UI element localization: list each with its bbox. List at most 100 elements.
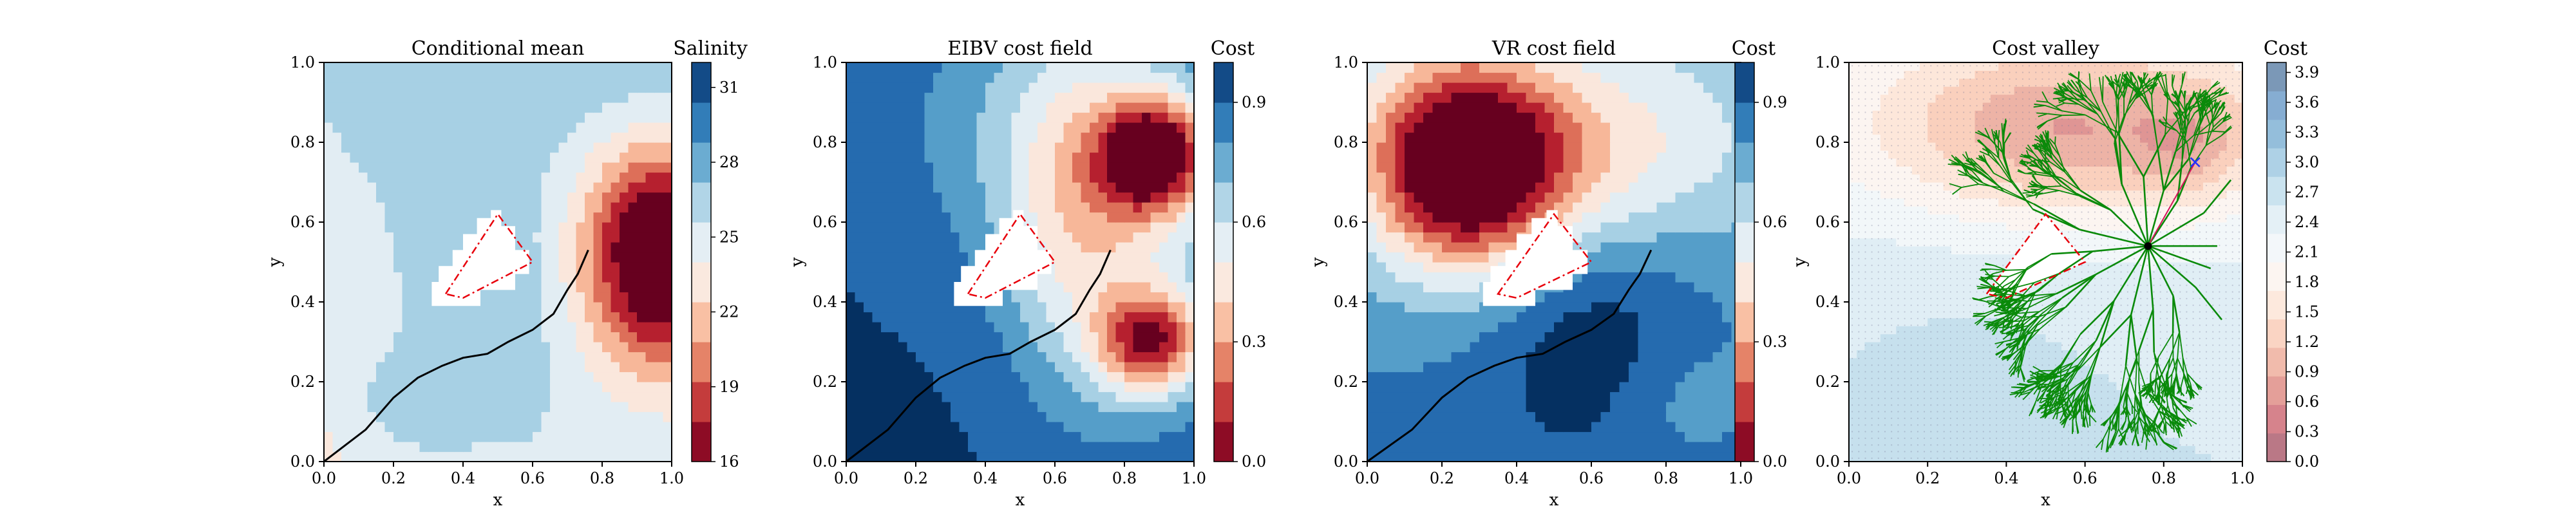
- colorbar-tick-label: 0.3: [1242, 333, 1266, 351]
- heatmap-cell: [1619, 102, 1629, 113]
- heatmap-cell: [951, 431, 960, 442]
- heatmap-cell: [1629, 62, 1639, 73]
- heatmap-cell: [1591, 312, 1602, 323]
- obstacle-region: [954, 210, 1052, 306]
- heatmap-cell: [393, 152, 403, 163]
- heatmap-cell: [332, 371, 342, 382]
- heatmap-cell: [402, 222, 412, 233]
- heatmap-cell: [924, 302, 934, 313]
- heatmap-cell: [428, 332, 438, 342]
- heatmap-cell: [1159, 362, 1169, 373]
- heatmap-cell: [907, 422, 916, 433]
- heatmap-cell: [1090, 82, 1099, 93]
- heatmap-cell: [1442, 302, 1452, 313]
- heatmap-cell: [1703, 92, 1714, 103]
- heatmap-cell: [942, 242, 951, 253]
- heatmap-cell: [663, 222, 672, 233]
- heatmap-cell: [1395, 222, 1405, 233]
- heatmap-cell: [419, 292, 429, 303]
- heatmap-cell: [628, 302, 638, 313]
- heatmap-cell: [1470, 162, 1480, 173]
- heatmap-cell: [1098, 82, 1108, 93]
- heatmap-cell: [1498, 422, 1508, 433]
- heatmap-cell: [864, 382, 873, 393]
- heatmap-cell: [1046, 232, 1056, 243]
- heatmap-cell: [1591, 371, 1602, 382]
- heatmap-cell: [533, 351, 542, 362]
- heatmap-cell: [1142, 302, 1151, 313]
- heatmap-cell: [951, 262, 960, 273]
- heatmap-cell: [524, 342, 533, 353]
- heatmap-cell: [1888, 453, 1897, 462]
- heatmap-cell: [1124, 222, 1134, 233]
- heatmap-cell: [1694, 102, 1704, 113]
- heatmap-cell: [1722, 391, 1732, 402]
- heatmap-cell: [663, 242, 672, 253]
- heatmap-cell: [384, 371, 394, 382]
- heatmap-cell: [1666, 362, 1676, 373]
- heatmap-cell: [1582, 322, 1592, 333]
- heatmap-cell: [1142, 182, 1151, 193]
- heatmap-cell: [550, 402, 560, 413]
- heatmap-cell: [968, 62, 978, 73]
- heatmap-cell: [942, 442, 951, 453]
- heatmap-cell: [1451, 312, 1461, 323]
- heatmap-cell: [994, 162, 1003, 173]
- heatmap-cell: [1124, 182, 1134, 193]
- heatmap-cell: [446, 172, 455, 183]
- heatmap-cell: [1395, 371, 1405, 382]
- heatmap-cell: [367, 112, 377, 123]
- heatmap-cell: [1666, 82, 1676, 93]
- heatmap-cell: [550, 371, 560, 382]
- heatmap-cell: [898, 262, 908, 273]
- heatmap-cell: [1666, 202, 1676, 213]
- heatmap-cell: [550, 192, 560, 203]
- colorbar-segment: [692, 382, 711, 422]
- heatmap-cell: [576, 212, 585, 223]
- heatmap-cell: [628, 371, 638, 382]
- heatmap-cell: [1619, 232, 1629, 243]
- heatmap-cell: [1694, 202, 1704, 213]
- heatmap-cell: [1185, 371, 1195, 382]
- heatmap-cell: [341, 72, 351, 83]
- heatmap-cell: [384, 431, 394, 442]
- heatmap-cell: [855, 202, 864, 213]
- heatmap-cell: [1582, 332, 1592, 342]
- heatmap-cell: [1405, 371, 1415, 382]
- heatmap-cell: [524, 411, 533, 422]
- heatmap-cell: [1414, 282, 1424, 293]
- heatmap-cell: [350, 362, 359, 373]
- heatmap-cell: [1020, 152, 1030, 163]
- heatmap-cell: [1647, 172, 1658, 183]
- heatmap-cell: [1028, 212, 1038, 223]
- heatmap-cell: [1712, 232, 1723, 243]
- heatmap-cell: [1028, 391, 1038, 402]
- x-tick-label: 0.4: [451, 469, 475, 487]
- heatmap-cell: [550, 442, 560, 453]
- heatmap-cell: [1629, 212, 1639, 223]
- heatmap-cell: [1479, 152, 1490, 163]
- heatmap-cell: [1432, 272, 1443, 283]
- heatmap-cell: [1133, 182, 1142, 193]
- heatmap-cell: [1115, 272, 1125, 283]
- heatmap-cell: [855, 332, 864, 342]
- heatmap-cell: [1517, 431, 1527, 442]
- heatmap-cell: [506, 112, 516, 123]
- heatmap-cell: [585, 402, 594, 413]
- heatmap-cell: [367, 371, 377, 382]
- heatmap-cell: [2030, 453, 2038, 462]
- heatmap-cell: [463, 382, 473, 393]
- heatmap-cell: [959, 122, 969, 133]
- heatmap-cell: [864, 72, 873, 83]
- heatmap-cell: [1081, 262, 1090, 273]
- heatmap-cell: [1470, 242, 1480, 253]
- heatmap-cell: [907, 162, 916, 173]
- heatmap-cell: [898, 232, 908, 243]
- heatmap-cell: [437, 351, 446, 362]
- heatmap-cell: [1685, 222, 1695, 233]
- heatmap-cell: [1470, 62, 1480, 73]
- heatmap-cell: [663, 252, 672, 263]
- heatmap-cell: [1451, 212, 1461, 223]
- heatmap-cell: [515, 192, 525, 203]
- heatmap-cell: [437, 382, 446, 393]
